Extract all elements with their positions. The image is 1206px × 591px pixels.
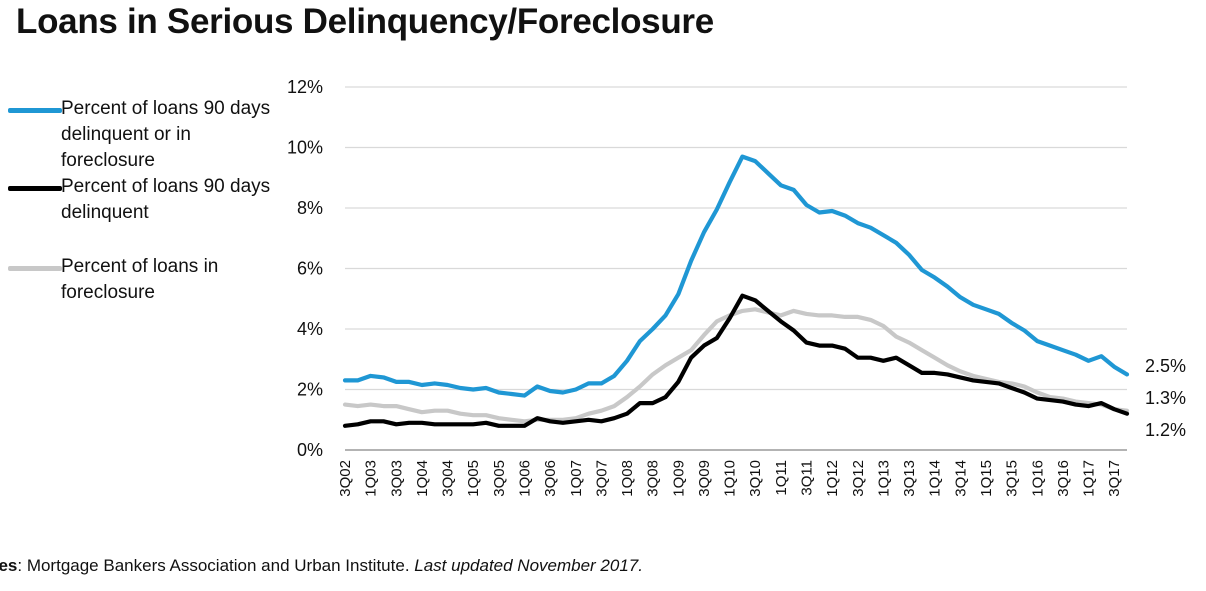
y-tick-label: 10% [287,138,323,158]
legend-item-total: Percent of loans 90 days delinquent or i… [6,96,286,174]
y-tick-label: 4% [297,319,323,339]
x-tick-label: 3Q11 [799,460,816,496]
source-prefix: urces [0,556,18,575]
x-tick-label: 3Q07 [593,460,610,497]
y-tick-label: 2% [297,380,323,400]
series-end-label: 2.5% [1145,356,1186,376]
legend-label-delinquent: Percent of loans 90 days delinquent [61,176,271,223]
x-tick-label: 3Q05 [491,460,508,497]
x-tick-label: 3Q16 [1055,460,1072,497]
y-tick-label: 0% [297,440,323,460]
y-tick-label: 8% [297,198,323,218]
legend: Percent of loans 90 days delinquent or i… [6,96,286,306]
x-tick-label: 1Q12 [824,460,841,497]
legend-item-foreclosure: Percent of loans in foreclosure [6,254,286,306]
x-tick-label: 3Q12 [850,460,867,497]
x-tick-label: 3Q14 [952,460,969,497]
x-tick-label: 3Q04 [440,460,457,497]
legend-label-total: Percent of loans 90 days delinquent or i… [61,98,271,171]
y-tick-label: 12% [287,77,323,97]
series-line-foreclosure [342,307,1130,424]
series-end-label: 1.2% [1145,420,1186,440]
y-tick-label: 6% [297,259,323,279]
legend-item-delinquent: Percent of loans 90 days delinquent [6,174,286,226]
source-updated: Last updated November 2017. [414,556,643,575]
x-tick-label: 1Q04 [414,460,431,497]
x-tick-label: 3Q08 [645,460,662,497]
x-tick-label: 1Q05 [465,460,482,497]
x-tick-label: 1Q07 [568,460,585,497]
x-tick-label: 3Q10 [747,460,764,497]
series-end-label: 1.3% [1145,388,1186,408]
series-line-delinquent [342,293,1130,428]
x-tick-label: 1Q09 [670,460,687,497]
x-tick-label: 3Q03 [388,460,405,497]
series-line-total [342,154,1130,398]
x-tick-label: 3Q02 [337,460,354,497]
source-text: : Mortgage Bankers Association and Urban… [17,556,415,575]
x-tick-label: 3Q15 [1004,460,1021,497]
legend-swatch-black [8,186,62,191]
x-tick-label: 3Q06 [542,460,559,497]
x-tick-label: 3Q13 [901,460,918,497]
legend-label-foreclosure: Percent of loans in foreclosure [61,256,219,303]
legend-swatch-blue [8,108,62,113]
x-tick-label: 1Q11 [773,460,790,496]
source-note: urces: Mortgage Bankers Association and … [0,556,643,576]
x-tick-label: 1Q14 [927,460,944,497]
x-tick-label: 1Q13 [875,460,892,497]
chart-title: Loans in Serious Delinquency/Foreclosure [16,2,714,41]
x-tick-label: 1Q08 [619,460,636,497]
x-tick-label: 1Q15 [978,460,995,497]
x-tick-label: 1Q16 [1029,460,1046,497]
x-tick-label: 1Q06 [516,460,533,497]
x-tick-label: 1Q17 [1081,460,1098,497]
x-tick-label: 1Q03 [363,460,380,497]
legend-swatch-gray [8,266,62,271]
x-tick-label: 3Q09 [696,460,713,497]
x-tick-label: 3Q17 [1106,460,1123,497]
x-tick-label: 1Q10 [722,460,739,497]
